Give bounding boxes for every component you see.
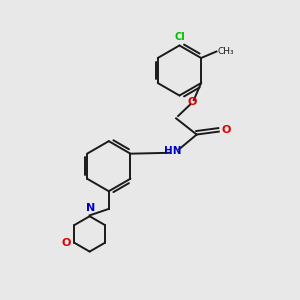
Text: O: O (61, 238, 71, 248)
Text: Cl: Cl (174, 32, 185, 42)
Text: N: N (86, 203, 96, 213)
Text: O: O (188, 97, 197, 107)
Text: HN: HN (164, 146, 182, 156)
Text: CH₃: CH₃ (218, 47, 235, 56)
Text: O: O (221, 125, 230, 135)
